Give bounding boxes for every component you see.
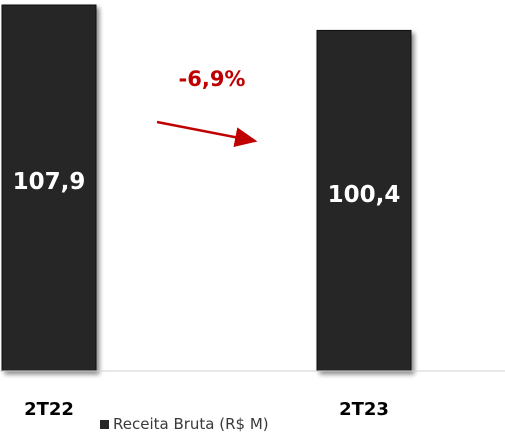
legend-label: Receita Bruta (R$ M): [113, 415, 269, 433]
change-arrow-icon: [156, 120, 258, 148]
legend: Receita Bruta (R$ M): [100, 415, 269, 433]
data-label-2T22: 107,9: [13, 169, 86, 195]
bar-2T23: [316, 29, 412, 372]
category-label-2T23: 2T23: [339, 399, 389, 420]
bar-2T22: [1, 4, 97, 372]
data-label-2T23: 100,4: [328, 182, 401, 208]
category-label-2T22: 2T22: [24, 399, 74, 420]
legend-swatch-icon: [100, 419, 109, 429]
change-annotation-label: -6,9%: [179, 67, 246, 91]
